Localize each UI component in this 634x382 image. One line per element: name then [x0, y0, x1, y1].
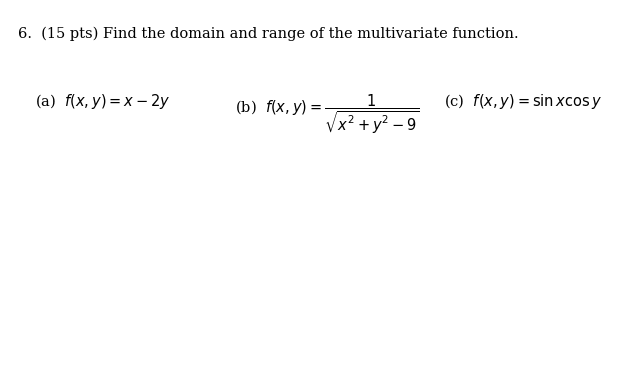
- Text: 6.  (15 pts) Find the domain and range of the multivariate function.: 6. (15 pts) Find the domain and range of…: [18, 27, 519, 41]
- Text: (b)  $f(x, y) = \dfrac{1}{\sqrt{x^2+y^2-9}}$: (b) $f(x, y) = \dfrac{1}{\sqrt{x^2+y^2-9…: [235, 92, 419, 134]
- Text: (c)  $f(x, y) = \sin x \cos y$: (c) $f(x, y) = \sin x \cos y$: [444, 92, 602, 111]
- Text: (a)  $f(x, y) = x - 2y$: (a) $f(x, y) = x - 2y$: [35, 92, 171, 111]
